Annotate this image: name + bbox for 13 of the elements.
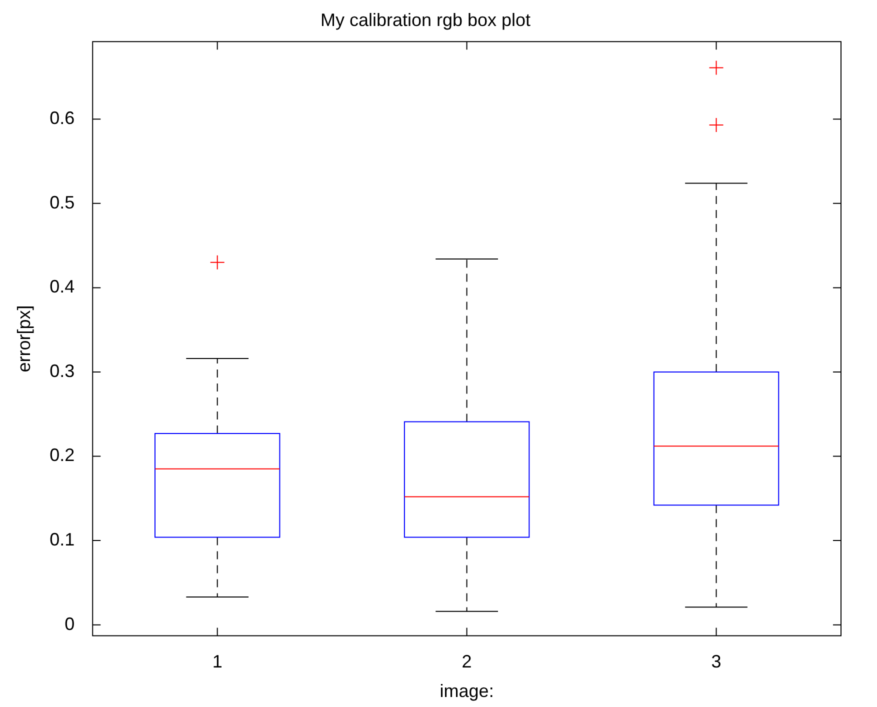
y-tick-label: 0.6 <box>50 108 75 128</box>
chart-title: My calibration rgb box plot <box>320 10 531 30</box>
x-tick-label: 2 <box>462 652 472 672</box>
y-tick-label: 0.5 <box>50 192 75 212</box>
y-tick-label: 0.2 <box>50 445 75 466</box>
y-tick-label: 0.1 <box>50 530 75 550</box>
x-axis-title: image: <box>440 681 494 702</box>
y-axis-title: error[px] <box>14 305 34 372</box>
x-tick-label: 1 <box>212 652 222 672</box>
x-tick-label: 3 <box>711 652 722 672</box>
y-tick-label: 0.3 <box>50 360 75 381</box>
y-tick-label: 0.4 <box>50 276 75 297</box>
y-tick-label: 0 <box>64 614 75 634</box>
